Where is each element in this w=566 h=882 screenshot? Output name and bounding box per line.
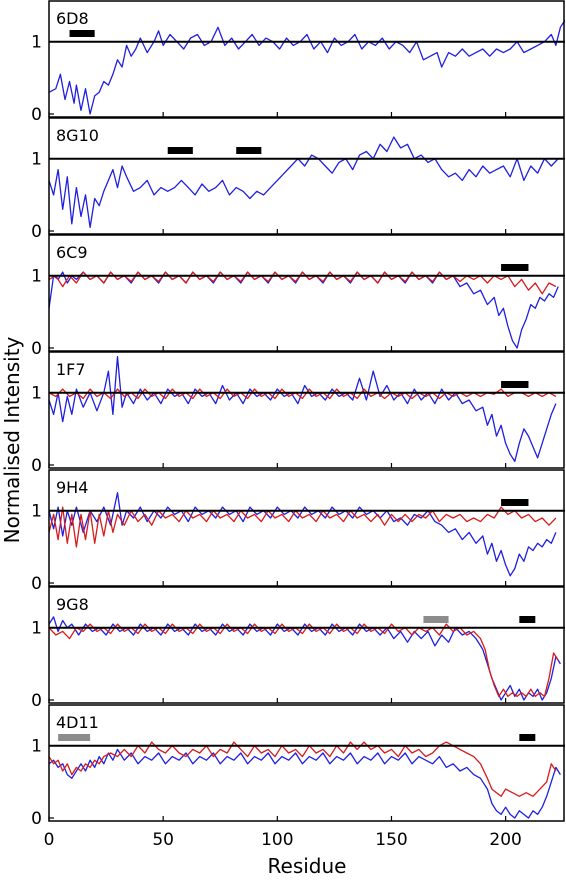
series-line-blue (49, 136, 559, 229)
epitope-bar (519, 616, 536, 623)
panel-frame (48, 117, 565, 235)
panel-9G8: 9G8 0 1 (31, 586, 565, 711)
series-line-blue (49, 271, 559, 349)
series-line-blue (49, 492, 557, 577)
y-tick-label: 1 (31, 384, 42, 404)
epitope-bar (69, 30, 95, 37)
y-tick-label: 1 (31, 737, 42, 757)
epitope-bar (501, 264, 529, 271)
panels-group: 6D8 0 1 8G10 0 1 6C9 0 1 1F7 0 1 9H4 0 1 9G8 0 1 4D11 0 1 (31, 0, 565, 829)
y-tick-label: 1 (31, 33, 42, 53)
epitope-bar (501, 499, 529, 506)
x-tick-label: 50 (152, 830, 174, 850)
series-line-red (49, 506, 557, 548)
y-tick-label: 0 (31, 691, 42, 711)
panel-1F7: 1F7 0 1 (31, 351, 565, 476)
y-tick-label: 0 (31, 105, 42, 125)
y-tick-label: 1 (31, 150, 42, 170)
panel-6D8: 6D8 0 1 (31, 0, 565, 125)
epitope-bar (236, 147, 262, 154)
panel-frame (48, 234, 565, 352)
panel-frame (48, 704, 565, 822)
epitope-bar (501, 381, 529, 388)
y-axis-title: Normalised Intensity (0, 336, 24, 543)
panel-6C9: 6C9 0 1 (31, 234, 565, 359)
panel-frame (48, 586, 565, 704)
series-line-blue (49, 19, 565, 115)
epitope-bar (167, 147, 193, 154)
panel-label: 6C9 (56, 243, 88, 262)
x-axis-ticks: 0 50 100 150 200 (44, 830, 522, 850)
series-line-blue (49, 355, 557, 463)
panel-label: 9G8 (56, 595, 89, 614)
series-line-red (49, 271, 557, 295)
panel-label: 1F7 (56, 360, 86, 379)
panel-label: 4D11 (56, 713, 99, 732)
panel-label: 9H4 (56, 478, 88, 497)
epitope-bar (519, 734, 536, 741)
y-tick-label: 0 (31, 456, 42, 476)
series-line-red (49, 741, 557, 797)
panel-frame (48, 351, 565, 469)
y-tick-label: 0 (31, 222, 42, 242)
y-tick-label: 1 (31, 267, 42, 287)
panel-label: 6D8 (56, 9, 89, 28)
panel-9H4: 9H4 0 1 (31, 469, 565, 594)
x-tick-label: 200 (489, 830, 521, 850)
series-line-blue (49, 748, 561, 819)
y-tick-label: 1 (31, 502, 42, 522)
panel-label: 8G10 (56, 126, 99, 145)
y-tick-label: 1 (31, 619, 42, 639)
y-tick-label: 0 (31, 574, 42, 594)
x-tick-label: 150 (375, 830, 407, 850)
x-tick-label: 0 (44, 830, 55, 850)
x-tick-label: 100 (261, 830, 293, 850)
x-axis-title: Residue (268, 854, 347, 878)
panel-4D11: 4D11 0 1 (31, 704, 565, 829)
panel-frame (48, 469, 565, 587)
panel-8G10: 8G10 0 1 (31, 117, 565, 242)
series-line-red (49, 623, 559, 698)
epitope-bar (58, 734, 91, 741)
y-tick-label: 0 (31, 339, 42, 359)
epitope-bar (423, 616, 449, 623)
y-tick-label: 0 (31, 809, 42, 829)
series-line-red (49, 388, 557, 400)
panel-frame (48, 0, 565, 118)
